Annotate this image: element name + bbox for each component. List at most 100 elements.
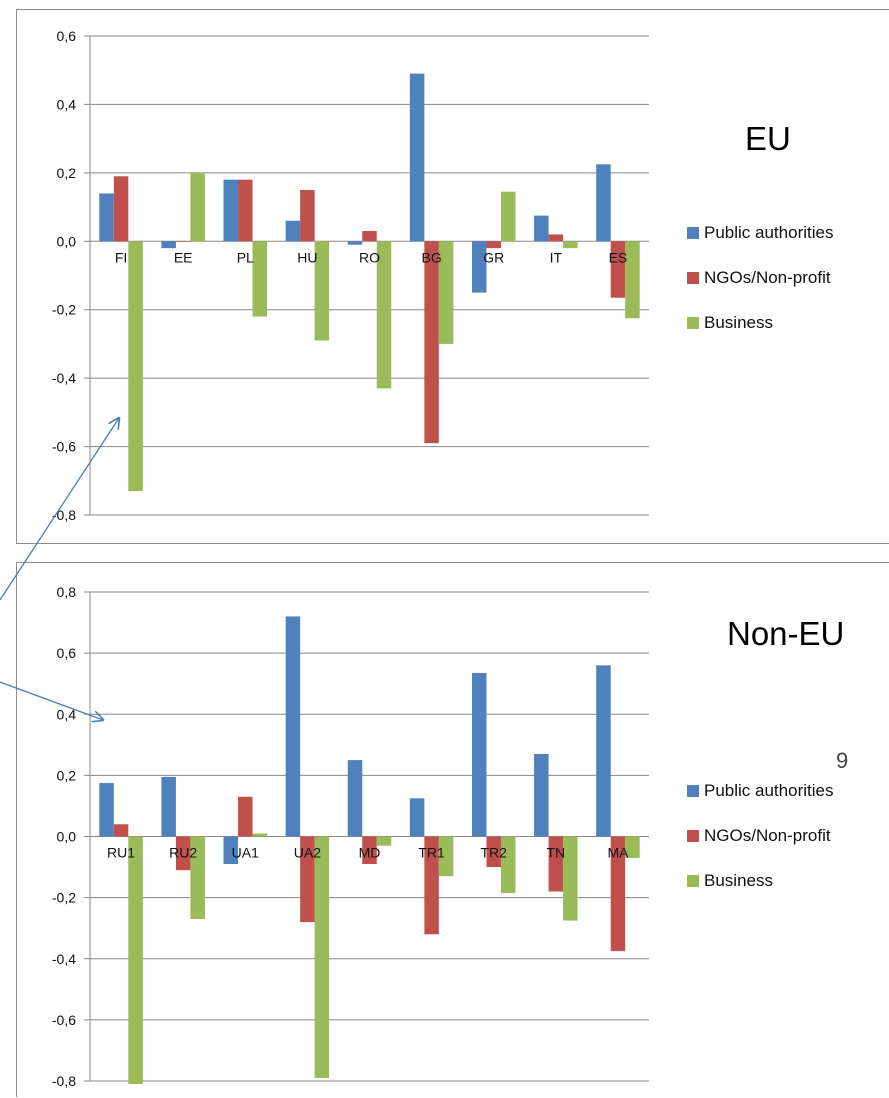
bar-ngos-ee <box>175 241 191 242</box>
bar-ngos-ma <box>610 836 626 952</box>
x-category-label: GR <box>483 249 504 265</box>
x-category-label: TN <box>546 845 565 861</box>
eu-chart-panel: 0,6 0,4 0,2 0,0 -0,2 -0,4 -0,6 -0,8 FI EE PL HU RO BG… <box>16 9 889 544</box>
bar-public-authorities-tr2 <box>471 672 487 837</box>
legend-item-ngos: NGOs/Non-profit <box>687 824 833 847</box>
bar-ngos-tn <box>548 836 564 892</box>
y-tick-label: -0,4 <box>52 370 76 386</box>
y-tick-label: 0,8 <box>57 584 77 600</box>
y-tick-label: 0,2 <box>57 165 77 181</box>
y-tick-label: 0,0 <box>57 233 77 249</box>
bar-business-tr2 <box>500 836 516 894</box>
bar-business-pl <box>252 241 268 317</box>
x-category-label: BG <box>421 249 441 265</box>
bar-ngos-tr2 <box>486 836 501 868</box>
bar-public-authorities-es <box>596 164 611 242</box>
legend-label: Business <box>704 312 773 332</box>
bar-public-authorities-fi <box>99 193 114 242</box>
legend-item-business: Business <box>687 869 833 892</box>
non-eu-region-label: Non-EU <box>727 615 845 652</box>
x-category-label: RU2 <box>169 845 197 861</box>
bar-business-gr <box>500 191 516 242</box>
bar-business-tn <box>563 836 578 921</box>
bar-ngos-md <box>362 836 377 865</box>
bar-ngos-ua2 <box>300 836 315 923</box>
non-eu-bar-chart: 0,8 0,6 0,4 0,2 0,0 -0,2 -0,4 -0,6 -0,8 RU1 RU2 UA1… <box>52 584 649 1089</box>
eu-region-label: EU <box>745 120 791 157</box>
legend-swatch-business <box>687 874 699 887</box>
legend-swatch-public-authorities <box>687 784 699 797</box>
legend-label: Business <box>704 870 773 890</box>
bar-public-authorities-ru1 <box>99 783 114 837</box>
bar-ngos-es <box>610 241 626 298</box>
bar-business-ua2 <box>314 836 330 1078</box>
bar-public-authorities-gr <box>471 241 487 293</box>
legend-label: NGOs/Non-profit <box>704 825 831 845</box>
bar-public-authorities-ua2 <box>285 616 301 837</box>
x-category-label: HU <box>297 249 317 265</box>
bar-business-es <box>625 241 640 319</box>
eu-legend: Public authorities NGOs/Non-profit Busin… <box>687 221 833 356</box>
x-category-label: UA2 <box>294 845 321 861</box>
bar-business-ee <box>190 172 205 242</box>
y-tick-label: 0,2 <box>57 767 77 783</box>
bar-business-it <box>563 241 578 249</box>
legend-item-public-authorities: Public authorities <box>687 221 833 244</box>
non-eu-legend: Public authorities NGOs/Non-profit Busin… <box>687 779 833 914</box>
x-category-label: PL <box>237 249 254 265</box>
legend-item-public-authorities: Public authorities <box>687 779 833 802</box>
bar-business-md <box>376 836 392 846</box>
bar-public-authorities-ua1 <box>223 836 239 865</box>
bar-business-hu <box>314 241 330 341</box>
legend-swatch-public-authorities <box>687 226 699 239</box>
x-category-label: MA <box>607 845 629 861</box>
x-category-label: RO <box>359 249 380 265</box>
y-tick-label: 0,6 <box>57 28 77 44</box>
bar-public-authorities-md <box>347 760 363 837</box>
bar-public-authorities-it <box>534 215 549 242</box>
non-eu-chart-panel: 0,8 0,6 0,4 0,2 0,0 -0,2 -0,4 -0,6 -0,8 RU1 RU2 UA1… <box>16 562 889 1097</box>
y-tick-label: -0,4 <box>52 951 76 967</box>
bar-public-authorities-tr1 <box>409 798 425 837</box>
y-tick-label: -0,2 <box>52 302 76 318</box>
bar-public-authorities-ee <box>161 241 176 249</box>
bar-ngos-ua1 <box>238 796 253 837</box>
bar-business-bg <box>438 241 454 344</box>
bar-ngos-ru2 <box>175 836 191 871</box>
bar-public-authorities-hu <box>285 220 301 242</box>
y-tick-label: 0,4 <box>57 96 77 112</box>
legend-swatch-business <box>687 316 699 329</box>
bar-ngos-hu <box>300 189 315 242</box>
x-category-label: ES <box>609 249 628 265</box>
bar-public-authorities-tn <box>534 753 549 837</box>
x-category-label: TR2 <box>480 845 507 861</box>
y-tick-label: -0,2 <box>52 890 76 906</box>
x-category-label: UA1 <box>232 845 259 861</box>
legend-label: NGOs/Non-profit <box>704 267 831 287</box>
x-category-label: TR1 <box>418 845 445 861</box>
bar-ngos-tr1 <box>424 836 439 935</box>
bar-public-authorities-ma <box>596 665 611 837</box>
legend-swatch-ngos <box>687 829 699 842</box>
x-category-label: EE <box>174 249 193 265</box>
x-category-label: MD <box>359 845 381 861</box>
legend-label: Public authorities <box>704 222 834 242</box>
bar-public-authorities-ro <box>347 241 363 245</box>
page-number: 9 <box>836 748 849 773</box>
x-category-label: IT <box>550 249 563 265</box>
legend-swatch-ngos <box>687 271 699 284</box>
x-category-label: RU1 <box>107 845 135 861</box>
bar-business-ua1 <box>252 833 268 837</box>
legend-item-ngos: NGOs/Non-profit <box>687 266 833 289</box>
legend-item-business: Business <box>687 311 833 334</box>
bar-ngos-bg <box>424 241 439 444</box>
y-tick-label: -0,8 <box>52 507 76 523</box>
bar-ngos-gr <box>486 241 501 249</box>
bar-business-tr1 <box>438 836 454 877</box>
y-tick-label: -0,6 <box>52 439 76 455</box>
bar-public-authorities-pl <box>223 179 239 242</box>
eu-bar-chart: 0,6 0,4 0,2 0,0 -0,2 -0,4 -0,6 -0,8 FI EE PL HU RO BG… <box>52 28 649 523</box>
bar-ngos-it <box>548 234 564 242</box>
bar-ngos-fi <box>113 176 129 242</box>
bar-ngos-pl <box>238 179 253 242</box>
